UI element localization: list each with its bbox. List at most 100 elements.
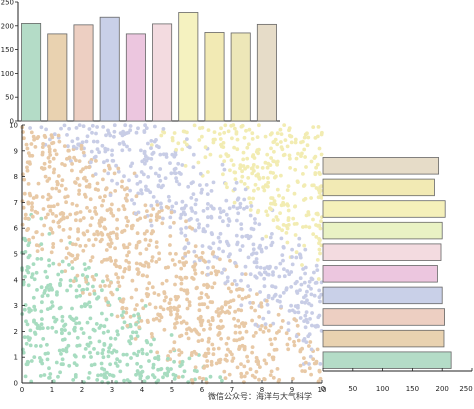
scatter-point	[267, 352, 271, 357]
scatter-point	[251, 196, 256, 201]
scatter-point	[100, 260, 104, 264]
scatter-point	[231, 204, 236, 209]
scatter-point	[149, 157, 154, 161]
scatter-point	[81, 331, 86, 335]
scatter-point	[279, 236, 284, 241]
scatter-point	[100, 311, 104, 316]
scatter-point	[210, 300, 215, 305]
scatter-point	[204, 354, 208, 359]
scatter-point	[187, 145, 192, 150]
scatter-point	[309, 276, 314, 281]
scatter-point	[141, 306, 146, 311]
scatter-point	[170, 152, 175, 157]
scatter-point	[95, 351, 100, 356]
scatter-point	[286, 208, 291, 213]
scatter-point	[246, 359, 250, 364]
scatter-point	[147, 243, 151, 248]
scatter-point	[216, 307, 221, 311]
scatter-point	[51, 242, 56, 246]
right-histogram-x-tick-label: 150	[406, 385, 419, 393]
scatter-point	[179, 287, 184, 292]
scatter-point	[210, 251, 215, 256]
scatter-point	[312, 293, 317, 298]
scatter-point	[275, 142, 280, 147]
scatter-point	[153, 171, 158, 176]
scatter-point	[318, 226, 323, 231]
scatter-point	[135, 361, 140, 366]
scatter-point	[290, 262, 295, 267]
scatter-point	[255, 358, 260, 363]
scatter-point	[224, 353, 229, 358]
right-histogram-x-tick-label: 100	[376, 385, 389, 393]
scatter-point	[149, 139, 154, 143]
scatter-point	[74, 294, 79, 299]
scatter-point	[174, 201, 179, 206]
scatter-point	[266, 176, 270, 180]
scatter-point	[99, 361, 104, 366]
scatter-point	[64, 256, 69, 260]
scatter-point	[102, 372, 107, 377]
scatter-point	[266, 295, 271, 300]
scatter-point	[317, 369, 322, 374]
scatter-point	[60, 178, 65, 183]
scatter-point	[247, 196, 252, 201]
scatter-point	[28, 153, 32, 158]
scatter-point	[22, 136, 26, 141]
scatter-point	[183, 212, 188, 217]
scatter-point	[262, 284, 267, 289]
scatter-point	[210, 342, 215, 347]
scatter-point	[257, 175, 261, 180]
scatter-point	[189, 196, 194, 200]
scatter-point	[146, 375, 151, 380]
scatter-point	[258, 243, 262, 248]
scatter-point	[269, 146, 273, 151]
scatter-point	[292, 191, 297, 196]
scatter-point	[58, 370, 62, 375]
scatter-point	[154, 138, 158, 142]
scatter-point	[206, 202, 210, 206]
scatter-point	[209, 359, 214, 364]
scatter-point	[224, 341, 229, 346]
scatter-point	[24, 142, 29, 147]
scatter-point	[248, 288, 253, 292]
scatter-point	[205, 206, 210, 211]
scatter-point	[139, 319, 144, 323]
scatter-point	[306, 210, 311, 214]
scatter-point	[31, 262, 36, 266]
scatter-point	[39, 309, 44, 314]
scatter-point	[240, 174, 245, 179]
scatter-point	[90, 274, 95, 279]
scatter-point	[257, 315, 262, 319]
scatter-point	[314, 211, 319, 216]
scatter-point	[145, 274, 150, 279]
scatter-point	[154, 316, 159, 321]
scatter-point	[255, 165, 260, 169]
scatter-point	[201, 376, 206, 381]
scatter-point	[29, 379, 34, 384]
scatter-point	[139, 371, 143, 375]
scatter-point	[74, 218, 78, 223]
scatter-point	[171, 347, 176, 351]
scatter-point	[177, 348, 181, 352]
scatter-point	[134, 372, 138, 377]
scatter-point	[203, 260, 208, 264]
scatter-point	[41, 142, 45, 146]
scatter-point	[87, 238, 91, 242]
scatter-point	[252, 169, 256, 173]
scatter-point	[166, 354, 171, 358]
scatter-point	[26, 283, 31, 288]
scatter-point	[232, 145, 237, 150]
scatter-point	[256, 151, 260, 156]
scatter-point	[23, 274, 27, 279]
scatter-point	[115, 217, 119, 222]
scatter-point	[172, 305, 177, 310]
scatter-point	[292, 317, 297, 321]
scatter-point	[40, 145, 45, 150]
scatter-point	[240, 336, 245, 341]
scatter-point	[177, 259, 182, 264]
scatter-point	[87, 300, 92, 305]
scatter-x-tick-label: 6	[200, 386, 205, 394]
scatter-point	[123, 123, 128, 128]
scatter-point	[96, 373, 100, 378]
right-histogram-x-tick-label: 200	[436, 385, 449, 393]
